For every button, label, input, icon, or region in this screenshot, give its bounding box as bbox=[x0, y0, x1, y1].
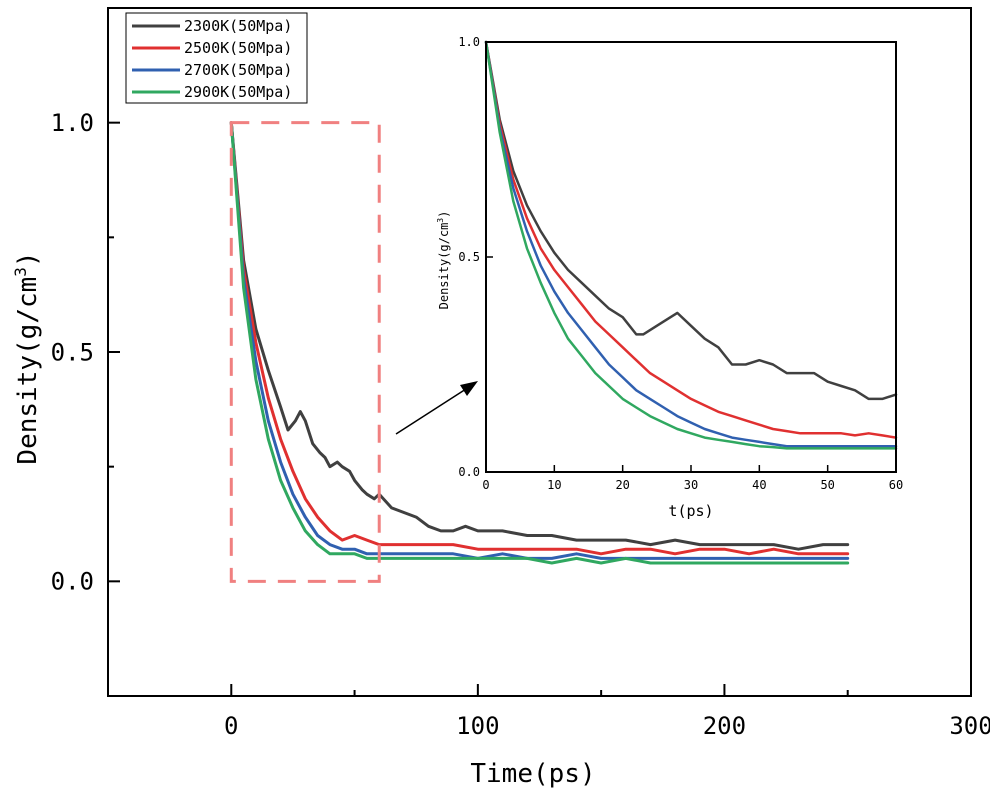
inset-x-tick-label-6: 60 bbox=[889, 478, 903, 492]
legend: 2300K(50Mpa) 2500K(50Mpa) 2700K(50Mpa) 2… bbox=[125, 12, 308, 104]
main-x-axis-label: Time(ps) bbox=[470, 759, 595, 789]
inset-y-ticks: 0.0 0.5 1.0 bbox=[458, 35, 493, 479]
main-series-line-2900k bbox=[229, 121, 850, 565]
main-series-line-2500k bbox=[229, 121, 850, 556]
inset-y-tick-label-1: 0.5 bbox=[458, 250, 480, 264]
main-y-ticks: 0.0 0.5 1.0 bbox=[51, 109, 120, 596]
inset-series-line-2500k bbox=[484, 40, 898, 439]
zoom-arrow-head bbox=[460, 381, 478, 396]
inset-x-tick-label-0: 0 bbox=[482, 478, 489, 492]
inset-chart: 0 10 20 30 40 50 60 0.0 0.5 1.0 t(ps) Density(g/… bbox=[436, 35, 903, 520]
inset-x-tick-label-2: 20 bbox=[615, 478, 629, 492]
main-y-tick-label-0: 0.0 bbox=[51, 568, 94, 596]
legend-entry-2300k: 2300K(50Mpa) bbox=[132, 17, 292, 35]
inset-series bbox=[484, 40, 898, 450]
zoom-arrow bbox=[395, 381, 478, 435]
inset-x-tick-label-5: 50 bbox=[820, 478, 834, 492]
inset-x-ticks: 0 10 20 30 40 50 60 bbox=[482, 465, 903, 492]
legend-label-2500k: 2500K(50Mpa) bbox=[184, 39, 292, 57]
main-series-line-2300k bbox=[229, 121, 850, 551]
legend-label-2900k: 2900K(50Mpa) bbox=[184, 83, 292, 101]
main-series-line-2700k bbox=[229, 121, 850, 560]
zoom-highlight-box bbox=[229, 121, 381, 583]
main-x-tick-label-0: 0 bbox=[224, 712, 238, 740]
inset-y-axis-label: Density(g/cm3) bbox=[436, 211, 451, 310]
inset-x-tick-label-3: 30 bbox=[684, 478, 698, 492]
main-y-axis-label-close: ) bbox=[13, 251, 43, 267]
main-x-tick-label-2: 200 bbox=[703, 712, 746, 740]
legend-label-2700k: 2700K(50Mpa) bbox=[184, 61, 292, 79]
main-x-ticks: 0 100 200 300 bbox=[107, 684, 990, 740]
inset-x-tick-label-4: 40 bbox=[752, 478, 766, 492]
main-chart: 0 100 200 300 0.00.51.0 Time(ps) Density(g/… bbox=[11, 7, 990, 789]
inset-x-axis-label: t(ps) bbox=[668, 502, 713, 520]
legend-entry-2700k: 2700K(50Mpa) bbox=[132, 61, 292, 79]
zoom-arrow-line bbox=[395, 388, 467, 435]
inset-y-tick-label-2: 1.0 bbox=[458, 35, 480, 49]
legend-frame bbox=[125, 12, 308, 104]
main-y-tick-label-2: 1.0 bbox=[51, 109, 94, 137]
inset-x-tick-label-1: 10 bbox=[547, 478, 561, 492]
inset-y-axis-label-close: ) bbox=[437, 211, 451, 218]
main-y-axis-label: Density(g/cm3) bbox=[11, 251, 43, 464]
inset-y-tick-label-0: 0.0 bbox=[458, 465, 480, 479]
inset-series-line-2300k bbox=[484, 40, 898, 401]
inset-y-axis-label-text: Density(g/cm bbox=[437, 223, 451, 310]
main-y-axis-label-text: Density(g/cm bbox=[13, 277, 43, 465]
main-y-axis-label-sup: 3 bbox=[11, 267, 30, 277]
legend-entry-2500k: 2500K(50Mpa) bbox=[132, 39, 292, 57]
inset-plot-background bbox=[486, 42, 896, 472]
main-x-tick-label-3: 300 bbox=[949, 712, 990, 740]
inset-series-line-2700k bbox=[484, 40, 898, 448]
legend-entry-2900k: 2900K(50Mpa) bbox=[132, 83, 292, 101]
main-x-tick-label-1: 100 bbox=[456, 712, 499, 740]
inset-y-axis-label-sup: 3 bbox=[436, 218, 445, 223]
main-series bbox=[229, 121, 850, 565]
main-y-tick-label-1: 0.5 bbox=[51, 338, 94, 366]
legend-label-2300k: 2300K(50Mpa) bbox=[184, 17, 292, 35]
inset-series-line-2900k bbox=[484, 40, 898, 450]
